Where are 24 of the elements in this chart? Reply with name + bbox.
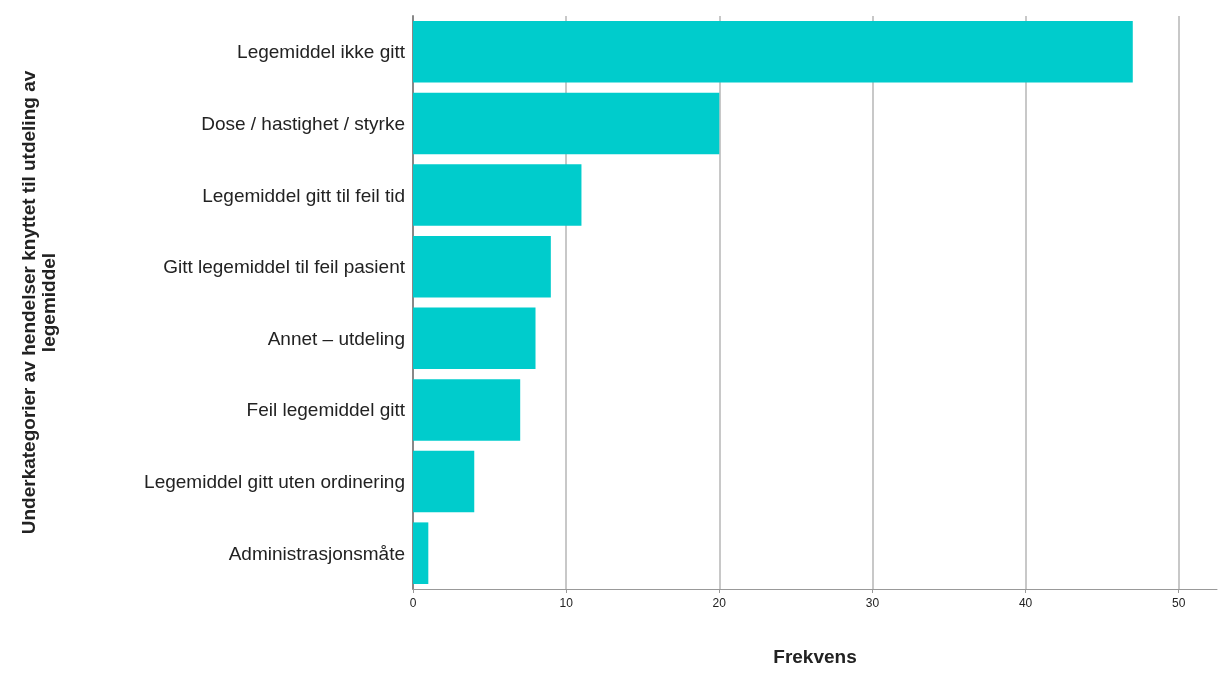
y-tick-label: Administrasjonsmåte bbox=[228, 542, 405, 564]
y-tick-label: Dose / hastighet / styrke bbox=[201, 112, 405, 134]
x-tick-label: 50 bbox=[1172, 596, 1186, 610]
bar bbox=[413, 379, 521, 441]
bar bbox=[413, 307, 536, 370]
bar bbox=[413, 92, 720, 155]
x-tick-label: 10 bbox=[559, 596, 574, 610]
x-tick-label: 0 bbox=[409, 596, 417, 610]
x-tick-label: 30 bbox=[865, 596, 880, 610]
y-tick-label: Feil legemiddel gitt bbox=[246, 399, 406, 421]
y-tick-label: Annet – utdeling bbox=[267, 327, 405, 349]
x-tick-label: 20 bbox=[712, 596, 727, 610]
bar bbox=[413, 164, 582, 226]
y-tick-label: Legemiddel gitt til feil tid bbox=[202, 184, 405, 206]
x-axis-title: Frekvens bbox=[773, 646, 857, 667]
x-tick-label: 40 bbox=[1018, 596, 1033, 610]
y-axis-title: Underkategorier av hendelser knyttet til utdeling av legemiddel bbox=[17, 70, 59, 535]
y-tick-label: Legemiddel ikke gitt bbox=[237, 41, 406, 63]
y-tick-label: Gitt legemiddel til feil pasient bbox=[163, 256, 406, 278]
bar bbox=[413, 522, 429, 584]
bar bbox=[413, 235, 551, 298]
y-tick-label: Legemiddel gitt uten ordinering bbox=[144, 471, 405, 493]
bar bbox=[413, 450, 475, 513]
bar bbox=[413, 21, 1133, 83]
